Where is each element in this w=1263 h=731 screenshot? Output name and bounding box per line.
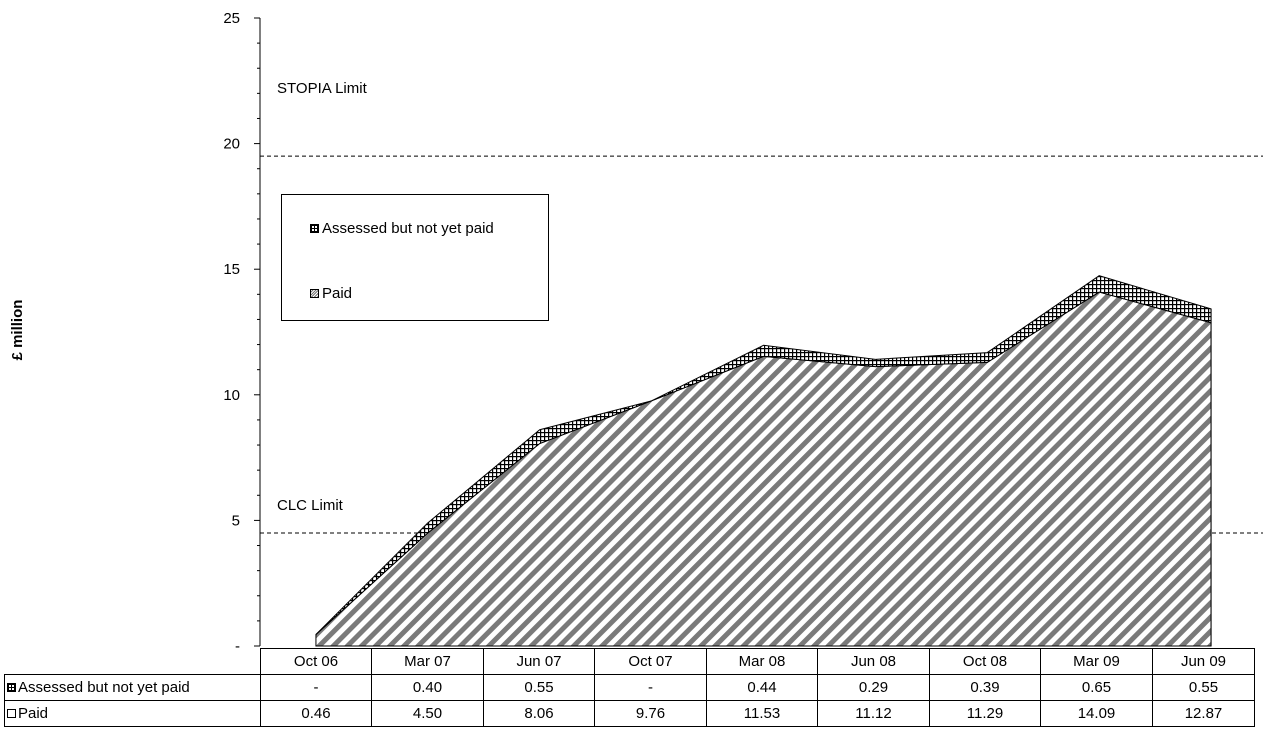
table-cell: 14.09 (1040, 700, 1153, 727)
row-header-assessed: Assessed but not yet paid (4, 674, 261, 701)
table-cell: 0.39 (929, 674, 1041, 701)
table-cell: 0.40 (371, 674, 484, 701)
assessed-swatch-icon (7, 683, 16, 692)
table-cell: 0.46 (260, 700, 372, 727)
legend-item-assessed: Assessed but not yet paid (310, 220, 494, 237)
clc-limit-label: CLC Limit (277, 497, 343, 514)
table-cell: 0.55 (483, 674, 595, 701)
chart: - 5 10 15 20 25 £ million (9, 10, 1263, 648)
table-cell: 11.12 (817, 700, 930, 727)
table-cell: - (260, 674, 372, 701)
category-label: Oct 06 (260, 648, 372, 675)
y-axis-label: £ million (9, 300, 26, 361)
category-label: Oct 08 (929, 648, 1041, 675)
y-tick-label: 15 (223, 261, 240, 278)
legend-label-paid: Paid (322, 285, 353, 302)
table-cell: 0.29 (817, 674, 930, 701)
row-label-assessed: Assessed but not yet paid (18, 679, 190, 696)
table-row-paid: Paid 0.46 4.50 8.06 9.76 11.53 11.12 11.… (4, 700, 1255, 727)
y-tick-label: 5 (232, 512, 240, 529)
y-tick-label: - (235, 638, 240, 648)
legend: Assessed but not yet paid Paid (281, 194, 549, 321)
data-table: Oct 06 Mar 07 Jun 07 Oct 07 Mar 08 Jun 0… (4, 648, 1255, 727)
table-cell: 0.44 (706, 674, 818, 701)
category-label: Jun 07 (483, 648, 595, 675)
table-cell: 0.55 (1152, 674, 1255, 701)
y-tick-label: 10 (223, 387, 240, 404)
stopia-limit-label: STOPIA Limit (277, 80, 367, 97)
assessed-swatch-icon (310, 224, 319, 233)
y-tick-label: 25 (223, 10, 240, 27)
category-label: Mar 07 (371, 648, 484, 675)
table-cell: 12.87 (1152, 700, 1255, 727)
legend-item-paid: Paid (310, 285, 352, 302)
row-header-paid: Paid (4, 700, 261, 727)
category-label: Mar 09 (1040, 648, 1153, 675)
row-label-paid: Paid (18, 705, 49, 722)
table-cell: 11.29 (929, 700, 1041, 727)
category-label: Mar 08 (706, 648, 818, 675)
paid-swatch-icon (310, 289, 319, 298)
table-cell: 0.65 (1040, 674, 1153, 701)
category-label: Jun 09 (1152, 648, 1255, 675)
paid-swatch-icon (7, 709, 16, 718)
table-cell: - (594, 674, 707, 701)
plot-area: - 5 10 15 20 25 (223, 10, 1263, 648)
category-label: Jun 08 (817, 648, 930, 675)
table-header-row: Oct 06 Mar 07 Jun 07 Oct 07 Mar 08 Jun 0… (5, 648, 1255, 675)
table-cell: 11.53 (706, 700, 818, 727)
y-tick-label: 20 (223, 136, 240, 153)
table-row-assessed: Assessed but not yet paid - 0.40 0.55 - … (4, 674, 1255, 701)
legend-label-assessed: Assessed but not yet paid (322, 220, 494, 237)
table-cell: 8.06 (483, 700, 595, 727)
table-cell: 4.50 (371, 700, 484, 727)
table-cell: 9.76 (594, 700, 707, 727)
category-label: Oct 07 (594, 648, 707, 675)
